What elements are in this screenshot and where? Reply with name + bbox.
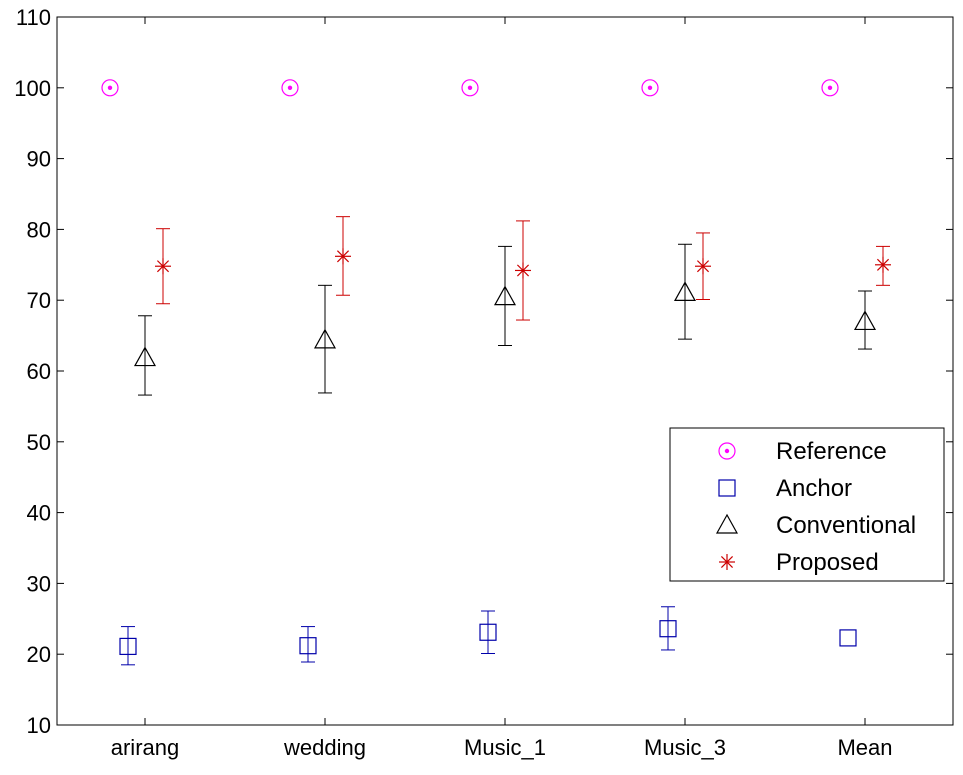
legend: Reference Anchor Conventional Proposed	[669, 427, 945, 582]
legend-marker-anchor	[718, 479, 736, 497]
legend-box	[669, 427, 945, 582]
error-bar-conventional-wedding	[318, 284, 332, 394]
legend-label-proposed: Proposed	[776, 549, 879, 576]
x-tick-label-arirang: arirang	[111, 735, 179, 760]
y-tick-label: 70	[27, 288, 51, 313]
point-anchor-mean	[839, 629, 857, 647]
point-reference-music_1	[461, 79, 479, 97]
point-proposed-music_3	[695, 258, 711, 275]
x-tick-label-Music_1: Music_1	[464, 735, 546, 760]
point-conventional-music_3	[673, 281, 697, 302]
error-bar-anchor-music_3	[661, 606, 675, 651]
y-tick-label: 30	[27, 571, 51, 596]
legend-marker-reference	[718, 442, 736, 460]
point-reference-music_3	[641, 79, 659, 97]
error-bar-anchor-wedding	[301, 626, 315, 663]
y-tick-label: 50	[27, 430, 51, 455]
y-tick-label: 110	[16, 5, 51, 30]
error-bar-conventional-mean	[858, 290, 872, 350]
point-anchor-music_3	[659, 620, 677, 638]
y-tick-label: 10	[27, 713, 51, 738]
point-reference-arirang	[101, 79, 119, 97]
marks-layer	[101, 79, 891, 666]
error-bar-anchor-music_1	[481, 610, 495, 654]
axis-layer: 10 20 30 40 50 60 70 80 90 100 110 arirang wedding Mu…	[14, 5, 953, 760]
point-proposed-arirang	[155, 258, 171, 275]
point-reference-wedding	[281, 79, 299, 97]
point-anchor-music_1	[479, 623, 497, 641]
point-proposed-mean	[875, 256, 891, 273]
point-conventional-music_1	[493, 285, 517, 306]
error-bar-conventional-arirang	[138, 315, 152, 396]
legend-marker-conventional	[715, 513, 739, 534]
y-tick-label: 60	[27, 359, 51, 384]
point-anchor-wedding	[299, 637, 317, 655]
x-tick-label-wedding: wedding	[283, 735, 366, 760]
point-reference-mean	[821, 79, 839, 97]
legend-label-conventional: Conventional	[776, 512, 916, 539]
point-conventional-arirang	[133, 346, 157, 367]
x-tick-label-Music_3: Music_3	[644, 735, 726, 760]
y-tick-label: 80	[27, 217, 51, 242]
x-tick-label-Mean: Mean	[837, 735, 892, 760]
plot-frame	[56, 16, 954, 726]
legend-label-reference: Reference	[776, 438, 887, 465]
y-tick-label: 100	[14, 76, 51, 101]
y-tick-label: 90	[27, 147, 51, 172]
point-conventional-wedding	[313, 328, 337, 349]
error-bar-anchor-arirang	[121, 626, 135, 666]
y-tick-label: 20	[27, 642, 51, 667]
point-proposed-wedding	[335, 248, 351, 265]
legend-marker-proposed	[719, 554, 735, 570]
point-conventional-mean	[853, 310, 877, 331]
y-tick-label: 40	[27, 501, 51, 526]
point-proposed-music_1	[515, 262, 531, 279]
legend-label-anchor: Anchor	[776, 475, 852, 502]
point-anchor-arirang	[119, 637, 137, 656]
error-bar-conventional-music_3	[678, 243, 692, 340]
error-bar-conventional-music_1	[498, 245, 512, 347]
